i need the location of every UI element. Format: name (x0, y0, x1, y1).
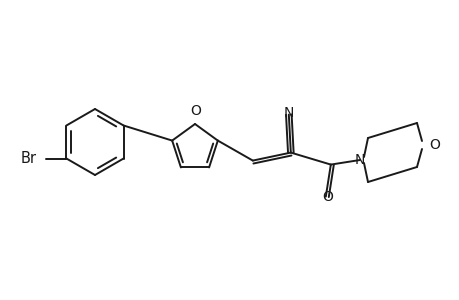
Text: O: O (322, 190, 332, 204)
Text: O: O (190, 104, 201, 118)
Text: N: N (283, 106, 293, 120)
Text: Br: Br (20, 151, 36, 166)
Text: N: N (354, 153, 364, 167)
Text: O: O (428, 138, 439, 152)
